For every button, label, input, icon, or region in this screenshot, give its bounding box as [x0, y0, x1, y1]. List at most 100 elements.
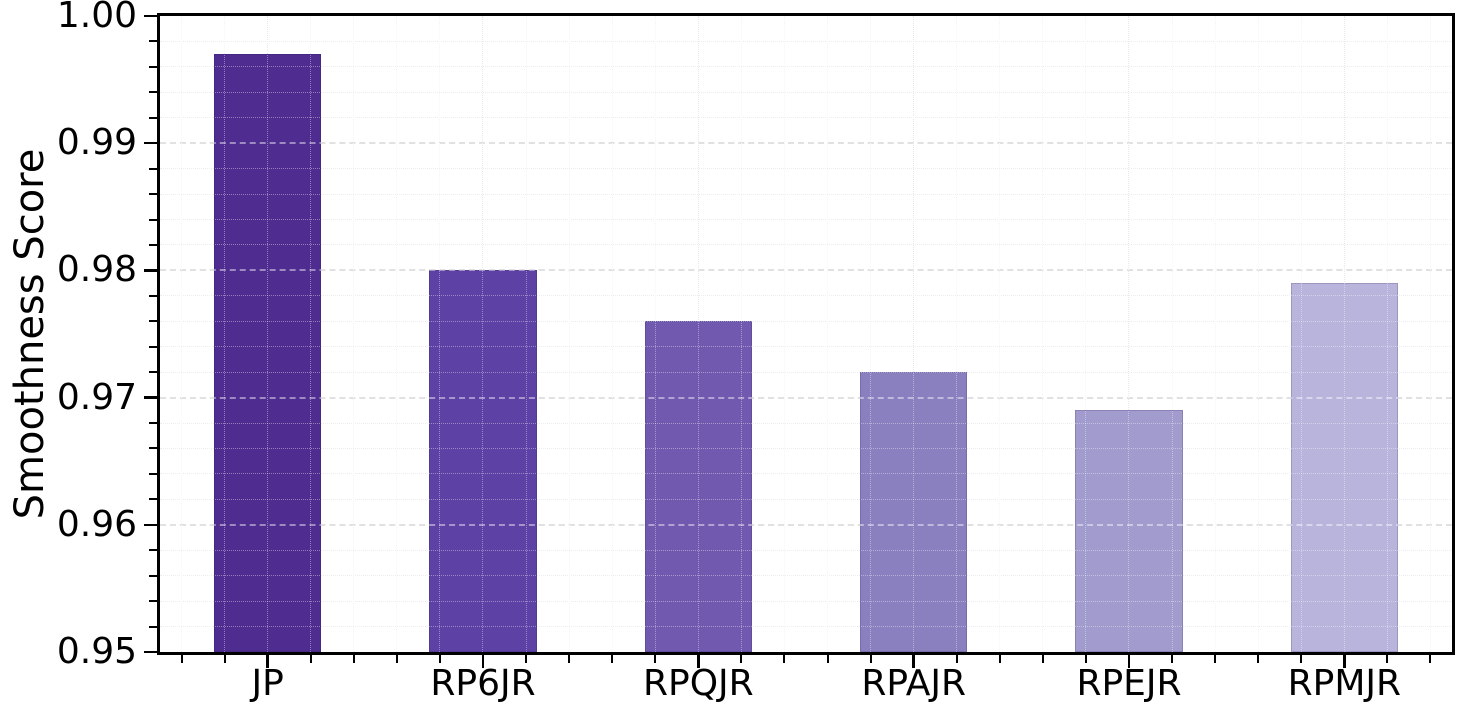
major-gridline-horizontal — [160, 269, 1452, 272]
plot-area — [157, 13, 1455, 655]
x-tick-label: RPMJR — [1287, 663, 1402, 704]
bar-rpqjr — [644, 321, 753, 652]
x-minor-tick — [869, 655, 872, 663]
minor-gridline-vertical — [1042, 16, 1044, 652]
minor-gridline-vertical — [999, 16, 1001, 652]
y-minor-tick — [149, 91, 157, 94]
y-minor-tick — [149, 574, 157, 577]
x-major-tick — [697, 655, 700, 668]
minor-gridline-horizontal — [160, 346, 1452, 348]
minor-gridline-vertical — [181, 16, 183, 652]
x-minor-tick — [438, 655, 441, 663]
minor-gridline-horizontal — [160, 168, 1452, 170]
minor-gridline-vertical — [1429, 16, 1431, 652]
x-minor-tick — [998, 655, 1001, 663]
minor-gridline-horizontal — [160, 244, 1452, 246]
y-major-tick — [144, 269, 157, 272]
x-tick-label: JP — [251, 663, 284, 704]
major-gridline-horizontal — [160, 396, 1452, 399]
minor-gridline-horizontal — [160, 219, 1452, 221]
minor-gridline-vertical — [1257, 16, 1259, 652]
minor-gridline-vertical — [956, 16, 958, 652]
minor-gridline-horizontal — [160, 371, 1452, 373]
x-major-tick — [266, 655, 269, 668]
minor-gridline-horizontal — [160, 600, 1452, 602]
minor-gridline-vertical — [870, 16, 872, 652]
major-gridline-horizontal — [160, 142, 1452, 145]
minor-gridline-horizontal — [160, 498, 1452, 500]
x-minor-tick — [955, 655, 958, 663]
minor-gridline-vertical — [1214, 16, 1216, 652]
x-minor-tick — [783, 655, 786, 663]
minor-gridline-vertical — [783, 16, 785, 652]
minor-gridline-horizontal — [160, 66, 1452, 68]
y-minor-tick — [149, 549, 157, 552]
minor-gridline-horizontal — [160, 422, 1452, 424]
minor-gridline-vertical — [999, 16, 1001, 652]
x-minor-tick — [309, 655, 312, 663]
x-minor-tick — [525, 655, 528, 663]
x-minor-tick — [826, 655, 829, 663]
minor-gridline-vertical — [1085, 16, 1087, 652]
y-minor-tick — [149, 193, 157, 196]
minor-gridline-horizontal — [160, 371, 1452, 373]
minor-gridline-vertical — [956, 16, 958, 652]
y-minor-tick — [149, 116, 157, 119]
x-tick-label: RPQJR — [642, 663, 754, 704]
major-gridline-horizontal — [160, 523, 1452, 526]
minor-gridline-vertical — [568, 16, 570, 652]
minor-gridline-vertical — [827, 16, 829, 652]
major-gridline-horizontal — [160, 142, 1452, 145]
x-minor-tick — [654, 655, 657, 663]
y-minor-tick — [149, 320, 157, 323]
minor-gridline-vertical — [1386, 16, 1388, 652]
y-minor-tick — [149, 447, 157, 450]
minor-gridline-vertical — [783, 16, 785, 652]
minor-gridline-vertical — [1257, 16, 1259, 652]
minor-gridline-horizontal — [160, 320, 1452, 322]
minor-gridline-horizontal — [160, 447, 1452, 449]
minor-gridline-horizontal — [160, 117, 1452, 119]
x-minor-tick — [1214, 655, 1217, 663]
x-tick-label: RPEJR — [1076, 663, 1182, 704]
y-minor-tick — [149, 498, 157, 501]
minor-gridline-horizontal — [160, 626, 1452, 628]
minor-gridline-horizontal — [160, 600, 1452, 602]
minor-gridline-horizontal — [160, 346, 1452, 348]
x-minor-tick — [1386, 655, 1389, 663]
x-minor-tick — [611, 655, 614, 663]
minor-gridline-horizontal — [160, 320, 1452, 322]
y-tick-label: 0.98 — [56, 249, 137, 291]
minor-gridline-vertical — [310, 16, 312, 652]
minor-gridline-horizontal — [160, 473, 1452, 475]
y-major-tick — [144, 141, 157, 145]
bar-rp6jr — [429, 270, 537, 652]
minor-gridline-horizontal — [160, 193, 1452, 195]
x-major-tick — [912, 655, 915, 668]
y-minor-tick — [149, 371, 157, 374]
minor-gridline-vertical — [827, 16, 829, 652]
minor-gridline-vertical — [611, 16, 613, 652]
minor-gridline-vertical — [1171, 16, 1173, 652]
minor-gridline-vertical — [1300, 16, 1302, 652]
x-minor-tick — [1084, 655, 1087, 663]
minor-gridline-horizontal — [160, 549, 1452, 551]
y-minor-tick — [149, 40, 157, 43]
minor-gridline-horizontal — [160, 244, 1452, 246]
minor-gridline-horizontal — [160, 498, 1452, 500]
major-gridline-vertical — [697, 16, 699, 652]
minor-gridline-horizontal — [160, 193, 1452, 195]
minor-gridline-horizontal — [160, 40, 1452, 42]
y-minor-tick — [149, 422, 157, 425]
y-minor-tick — [149, 294, 157, 297]
x-minor-tick — [740, 655, 743, 663]
y-major-tick — [144, 14, 157, 18]
y-minor-tick — [149, 600, 157, 603]
major-gridline-vertical — [1343, 16, 1345, 652]
minor-gridline-vertical — [611, 16, 613, 652]
y-minor-tick — [149, 218, 157, 221]
x-major-tick — [1127, 655, 1131, 668]
minor-gridline-vertical — [525, 16, 527, 652]
major-gridline-vertical — [266, 16, 268, 652]
minor-gridline-horizontal — [160, 40, 1452, 42]
